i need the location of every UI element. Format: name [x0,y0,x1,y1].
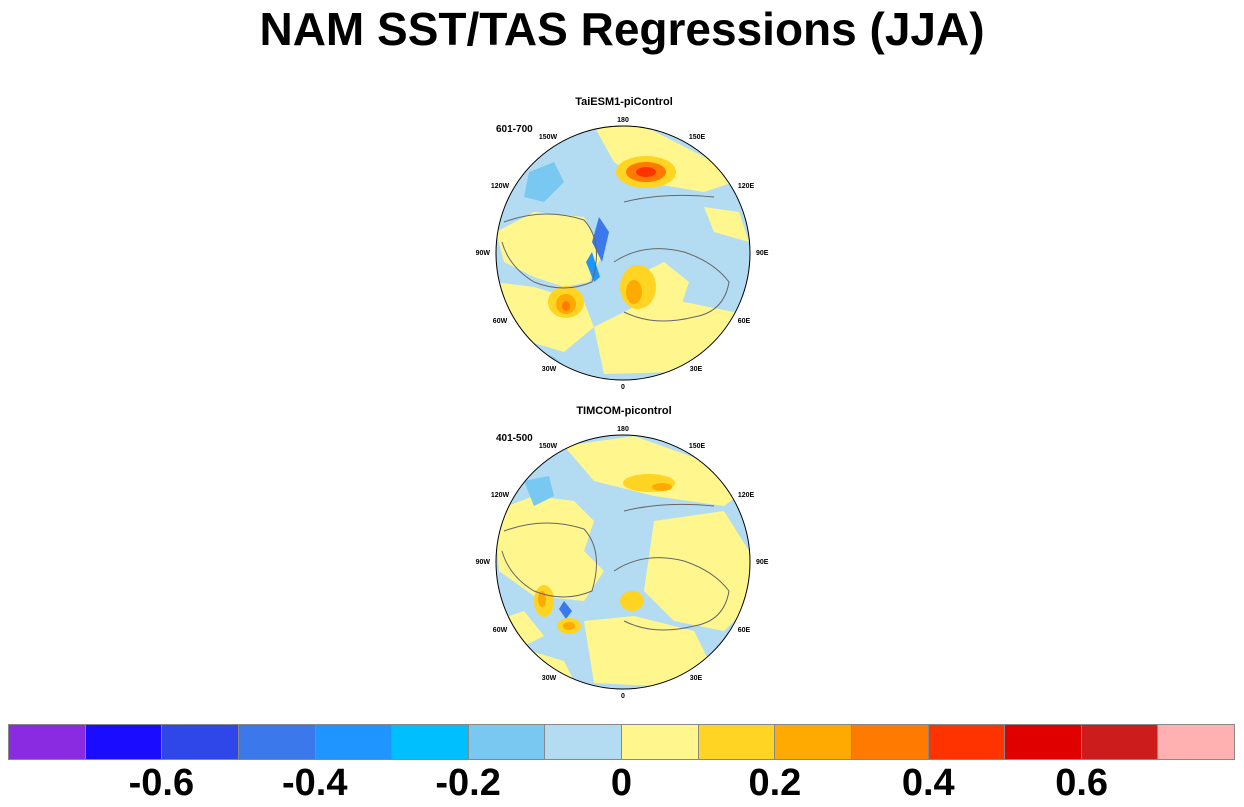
colorbar-box-3 [238,725,316,759]
colorbar-box-5 [392,725,469,759]
colorbar-label-4: 0.2 [748,762,802,804]
panel-2-period: 401-500 [496,433,533,444]
colorbar-label-1: -0.4 [282,762,348,804]
panel-1-lon-90w: 90W [476,250,491,257]
panel-2-polar-map: 180 150E 120E 90E 60E 30E 0 30W 60W 90W … [476,426,769,700]
colorbar-label-3: 0 [610,762,633,804]
colorbar-box-10 [775,725,852,759]
panel-1-title: TaiESM1-piControl [575,96,673,108]
panel-1-lon-150e: 150E [689,134,706,141]
panel-2-title: TIMCOM-picontrol [576,405,672,417]
panel-2-lon-180: 180 [617,426,629,433]
panel-1-lon-120w: 120W [491,183,510,190]
panel-2-lon-0: 0 [621,693,625,700]
panel-2-lon-90w: 90W [476,559,491,566]
panel-1-polar-map: 180 150E 120E 90E 60E 30E 0 30W 60W 90W … [476,117,769,391]
panel-1-lon-180: 180 [617,117,629,124]
panel-1-lon-150w: 150W [539,134,558,141]
panel-2-lon-30w: 30W [542,675,557,682]
panel-2-lon-120e: 120E [738,492,755,499]
colorbar-box-11 [851,725,929,759]
panel-1-lon-90e: 90E [756,250,769,257]
colorbar-box-13 [1005,725,1082,759]
figure-title: NAM SST/TAS Regressions (JJA) [259,3,985,55]
panel-1-lon-60w: 60W [493,318,508,325]
panel-1-period: 601-700 [496,124,533,135]
panel-2-lon-60e: 60E [738,627,751,634]
colorbar-box-8 [622,725,699,759]
colorbar-label-6: 0.6 [1055,762,1109,804]
colorbar-box-9 [698,725,776,759]
panel-1-lon-30e: 30E [690,366,703,373]
colorbar-box-15 [1158,725,1234,759]
colorbar-box-1 [85,725,163,759]
colorbar-box-14 [1081,725,1159,759]
panel-1-lon-60e: 60E [738,318,751,325]
colorbar-label-5: 0.4 [901,762,955,804]
panel-2-lon-120w: 120W [491,492,510,499]
panel-2-lon-150e: 150E [689,443,706,450]
colorbar-label-2: -0.2 [435,762,501,804]
colorbar [8,724,1235,760]
colorbar-box-4 [315,725,393,759]
panel-1-lon-30w: 30W [542,366,557,373]
panel-2-lon-150w: 150W [539,443,558,450]
colorbar-box-6 [468,725,546,759]
panel-1-lon-120e: 120E [738,183,755,190]
colorbar-box-7 [545,725,622,759]
panel-1-lon-0: 0 [621,384,625,391]
colorbar-box-2 [162,725,239,759]
colorbar-box-0 [9,725,86,759]
panel-2-lon-60w: 60W [493,627,508,634]
colorbar-label-0: -0.6 [128,762,195,804]
colorbar-box-12 [928,725,1006,759]
panel-2-lon-90e: 90E [756,559,769,566]
panel-2-lon-30e: 30E [690,675,703,682]
